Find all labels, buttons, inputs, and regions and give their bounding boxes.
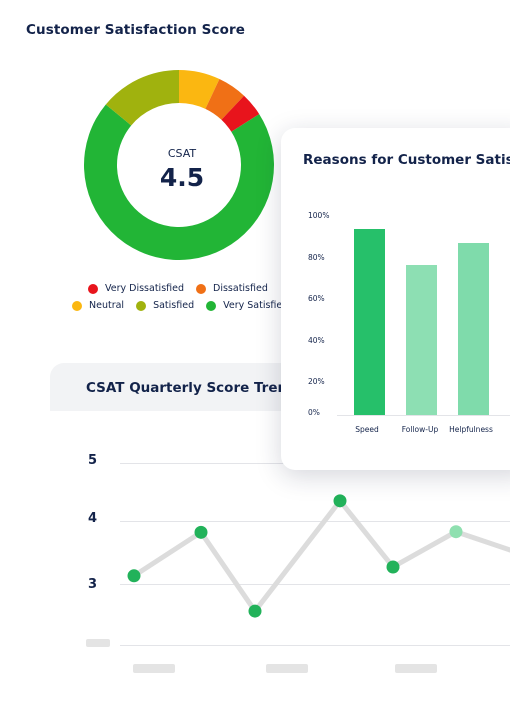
- bar-ytick: 40%: [308, 336, 325, 345]
- bar-baseline: [337, 415, 510, 416]
- csat-donut-chart: [84, 70, 274, 260]
- legend-row-1: Very Dissatisfied Dissatisfied: [88, 283, 280, 294]
- bar-label-speed: Speed: [355, 425, 379, 434]
- satisfaction-title: Customer Satisfaction Score: [26, 22, 245, 38]
- trend-ytick-4: 4: [88, 511, 98, 526]
- legend-item-satisfied: Satisfied: [136, 300, 194, 311]
- csat-value: 4.5: [159, 163, 205, 192]
- bar-ytick: 20%: [308, 377, 325, 386]
- trend-title: CSAT Quarterly Score Trend: [86, 380, 297, 396]
- legend-label: Very Dissatisfied: [105, 283, 185, 294]
- legend-row-2: Neutral Satisfied Very Satisfied: [72, 300, 300, 311]
- trend-point: [386, 560, 400, 574]
- legend-label: Very Satisfied: [223, 300, 289, 311]
- trend-gridline: [120, 584, 510, 585]
- trend-point: [248, 604, 262, 618]
- trend-ytick-5: 5: [88, 453, 98, 468]
- bar-ytick: 100%: [308, 211, 330, 220]
- bar-speed: [354, 229, 385, 415]
- donut-slice-satisfied: [105, 70, 179, 126]
- legend-item-neutral: Neutral: [72, 300, 124, 311]
- donut-slice-neutral: [179, 70, 220, 109]
- legend-label: Satisfied: [153, 300, 195, 311]
- legend-item-very-dissatisfied: Very Dissatisfied: [88, 283, 184, 294]
- trend-point: [127, 569, 141, 583]
- bar-ytick: 80%: [308, 253, 325, 262]
- very-dissatisfied-swatch: [88, 283, 98, 294]
- trend-point: [194, 525, 208, 539]
- donut-slice-very-satisfied: [84, 104, 274, 260]
- legend-item-dissatisfied: Dissatisfied: [196, 283, 268, 294]
- reasons-title: Reasons for Customer Satisfaction: [303, 152, 510, 168]
- xtick-placeholder: [266, 664, 308, 673]
- neutral-swatch: [72, 300, 82, 311]
- trend-gridline: [120, 645, 510, 646]
- bar-label-follow-up: Follow-Up: [401, 425, 439, 434]
- xtick-placeholder: [133, 664, 175, 673]
- trend-ytick-3: 3: [88, 577, 98, 592]
- legend-label: Neutral: [89, 300, 125, 311]
- xtick-placeholder: [395, 664, 437, 673]
- donut-center: CSAT 4.5: [117, 135, 247, 192]
- reasons-bars: [354, 229, 489, 415]
- satisfied-swatch: [136, 300, 147, 311]
- ytick-placeholder: [86, 639, 110, 647]
- bar-helpfulness: [458, 243, 489, 415]
- trend-line: [131, 498, 510, 614]
- trend-point: [449, 525, 463, 539]
- legend-item-very-satisfied: Very Satisfied: [206, 300, 288, 311]
- trend-gridline: [120, 521, 510, 522]
- donut-slice-dissatisfied: [205, 79, 245, 120]
- legend-label: Dissatisfied: [213, 283, 268, 294]
- bar-ytick: 60%: [308, 294, 325, 303]
- bar-label-helpfulness: Helpfulness: [449, 425, 493, 434]
- very-satisfied-swatch: [206, 300, 217, 311]
- csat-label: CSAT: [167, 147, 197, 160]
- bar-follow-up: [406, 265, 437, 415]
- donut-slice-very-dissatisfied: [221, 95, 260, 132]
- reasons-card: Reasons for Customer Satisfaction 100% 8…: [281, 128, 510, 470]
- dissatisfied-swatch: [196, 283, 207, 294]
- trend-point: [333, 494, 347, 508]
- bar-ytick: 0%: [308, 408, 320, 417]
